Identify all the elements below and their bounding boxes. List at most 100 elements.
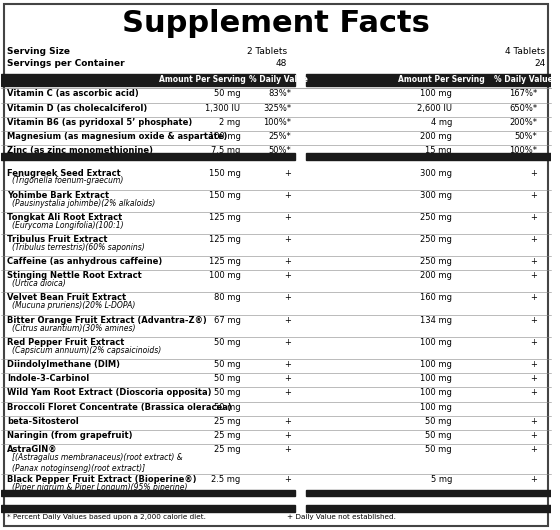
Text: 50 mg: 50 mg <box>214 388 240 398</box>
Text: beta-Sitosterol: beta-Sitosterol <box>7 417 78 426</box>
Text: Yohimbe Bark Extract: Yohimbe Bark Extract <box>7 191 109 200</box>
Text: 100 mg: 100 mg <box>208 132 240 141</box>
Text: +: + <box>284 169 292 178</box>
Text: 100 mg: 100 mg <box>420 374 452 383</box>
Text: Amount Per Serving: Amount Per Serving <box>158 75 245 84</box>
Text: 200 mg: 200 mg <box>420 271 452 280</box>
Text: Bitter Orange Fruit Extract (Advantra-Z®): Bitter Orange Fruit Extract (Advantra-Z®… <box>7 315 207 324</box>
Text: +: + <box>530 315 537 324</box>
Text: (Urtica dioica): (Urtica dioica) <box>12 279 66 288</box>
Text: Indole-3-Carbinol: Indole-3-Carbinol <box>7 374 89 383</box>
Text: +: + <box>530 235 537 244</box>
Text: +: + <box>284 374 292 383</box>
Text: (Capsicum annuum)(2% capsaicinoids): (Capsicum annuum)(2% capsaicinoids) <box>12 346 162 355</box>
Text: Serving Size: Serving Size <box>7 47 70 56</box>
Text: +: + <box>530 338 537 347</box>
Text: +: + <box>284 388 292 398</box>
Text: 250 mg: 250 mg <box>420 235 452 244</box>
Text: 250 mg: 250 mg <box>420 213 452 222</box>
Text: (Mucuna pruriens)(20% L-DOPA): (Mucuna pruriens)(20% L-DOPA) <box>12 302 136 311</box>
Bar <box>306 153 551 160</box>
Text: 1,300 IU: 1,300 IU <box>206 104 240 113</box>
Text: Stinging Nettle Root Extract: Stinging Nettle Root Extract <box>7 271 142 280</box>
Text: +: + <box>530 271 537 280</box>
Text: +: + <box>530 417 537 426</box>
Text: +: + <box>530 445 537 454</box>
Text: +: + <box>530 257 537 266</box>
Text: Caffeine (as anhydrous caffeine): Caffeine (as anhydrous caffeine) <box>7 257 162 266</box>
Text: 25 mg: 25 mg <box>214 417 240 426</box>
Text: +: + <box>530 169 537 178</box>
Bar <box>1 74 295 86</box>
Text: % Daily Value: % Daily Value <box>494 75 553 84</box>
Bar <box>1 490 295 497</box>
Text: +: + <box>530 374 537 383</box>
Text: 300 mg: 300 mg <box>420 191 452 200</box>
Text: Broccoli Floret Concentrate (Brassica oleracea): Broccoli Floret Concentrate (Brassica ol… <box>7 403 232 412</box>
Text: +: + <box>530 213 537 222</box>
Text: 50 mg: 50 mg <box>214 374 240 383</box>
Text: (Eurycoma Longifolia)(100:1): (Eurycoma Longifolia)(100:1) <box>12 220 124 229</box>
Text: Velvet Bean Fruit Extract: Velvet Bean Fruit Extract <box>7 294 126 303</box>
Text: 160 mg: 160 mg <box>420 294 452 303</box>
Text: +: + <box>284 431 292 440</box>
Text: +: + <box>530 191 537 200</box>
Text: 150 mg: 150 mg <box>208 191 240 200</box>
Text: 25 mg: 25 mg <box>214 431 240 440</box>
Text: Vitamin B6 (as pyridoxal 5’ phosphate): Vitamin B6 (as pyridoxal 5’ phosphate) <box>7 118 192 127</box>
Text: Tribulus Fruit Extract: Tribulus Fruit Extract <box>7 235 108 244</box>
Text: 650%*: 650%* <box>509 104 537 113</box>
Text: 83%*: 83%* <box>268 90 292 99</box>
Bar <box>306 490 551 497</box>
Text: 50 mg: 50 mg <box>214 90 240 99</box>
Bar <box>306 506 551 513</box>
Text: [(Astragalus membranaceus)(root extract) &
(Panax notoginseng)(root extract)]: [(Astragalus membranaceus)(root extract)… <box>12 453 183 473</box>
Text: 15 mg: 15 mg <box>426 146 452 155</box>
Text: * Percent Daily Values based upon a 2,000 calorie diet.: * Percent Daily Values based upon a 2,00… <box>7 514 206 520</box>
Text: Magnesium (as magnesium oxide & aspartate): Magnesium (as magnesium oxide & aspartat… <box>7 132 227 141</box>
Text: +: + <box>284 235 292 244</box>
Text: +: + <box>284 417 292 426</box>
Text: 100 mg: 100 mg <box>420 388 452 398</box>
Text: +: + <box>284 271 292 280</box>
Text: 100%*: 100%* <box>264 118 292 127</box>
Text: +: + <box>284 475 292 484</box>
Text: (Citrus aurantium)(30% amines): (Citrus aurantium)(30% amines) <box>12 323 136 332</box>
Text: 100 mg: 100 mg <box>208 271 240 280</box>
Text: +: + <box>284 257 292 266</box>
Text: 25%*: 25%* <box>269 132 292 141</box>
Text: Fenugreek Seed Extract: Fenugreek Seed Extract <box>7 169 120 178</box>
Text: 50 mg: 50 mg <box>214 338 240 347</box>
Text: 50 mg: 50 mg <box>426 445 452 454</box>
Text: +: + <box>284 338 292 347</box>
Text: 50 mg: 50 mg <box>426 417 452 426</box>
Text: 50%*: 50%* <box>269 146 292 155</box>
Text: + Daily Value not established.: + Daily Value not established. <box>287 514 396 520</box>
Text: 5 mg: 5 mg <box>431 475 452 484</box>
Text: 100%*: 100%* <box>509 146 537 155</box>
Text: 200 mg: 200 mg <box>420 132 452 141</box>
Text: +: + <box>284 360 292 369</box>
Text: 100 mg: 100 mg <box>420 338 452 347</box>
Text: (Pausinystalia johimbe)(2% alkaloids): (Pausinystalia johimbe)(2% alkaloids) <box>12 199 156 208</box>
Text: 2 Tablets: 2 Tablets <box>247 47 287 56</box>
Text: 134 mg: 134 mg <box>420 315 452 324</box>
Text: % Daily Value: % Daily Value <box>249 75 309 84</box>
Text: Vitamin D (as cholecalciferol): Vitamin D (as cholecalciferol) <box>7 104 147 113</box>
Text: (Tribulus terrestris)(60% saponins): (Tribulus terrestris)(60% saponins) <box>12 243 145 252</box>
Text: 67 mg: 67 mg <box>213 315 240 324</box>
Text: 50 mg: 50 mg <box>214 403 240 412</box>
Text: (Piper nigrum & Piper Longum)(95% piperine): (Piper nigrum & Piper Longum)(95% piperi… <box>12 483 188 492</box>
Text: 25 mg: 25 mg <box>214 445 240 454</box>
Text: 100 mg: 100 mg <box>420 90 452 99</box>
Text: 100 mg: 100 mg <box>420 360 452 369</box>
Text: 150 mg: 150 mg <box>208 169 240 178</box>
Bar <box>306 74 551 86</box>
Text: +: + <box>284 445 292 454</box>
Text: 80 mg: 80 mg <box>214 294 240 303</box>
Bar <box>1 153 295 160</box>
Text: 250 mg: 250 mg <box>420 257 452 266</box>
Text: Tongkat Ali Root Extract: Tongkat Ali Root Extract <box>7 213 122 222</box>
Text: +: + <box>284 191 292 200</box>
Text: Amount Per Serving: Amount Per Serving <box>398 75 484 84</box>
